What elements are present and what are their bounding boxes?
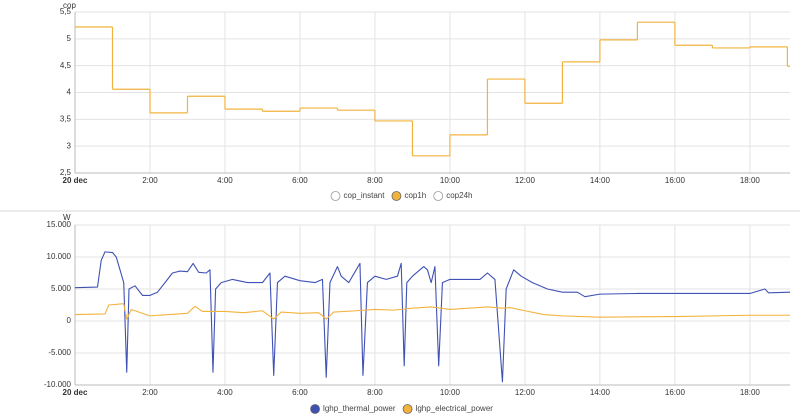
legend-item[interactable]: cop24h bbox=[433, 191, 473, 201]
x-tick-label: 2:00 bbox=[142, 176, 158, 185]
x-tick-label: 10:00 bbox=[440, 176, 461, 185]
legend-marker bbox=[310, 404, 320, 414]
legend-marker bbox=[391, 191, 402, 201]
legend-marker bbox=[433, 191, 444, 201]
y-tick-label: 0 bbox=[67, 316, 72, 325]
y-tick-label: 15.000 bbox=[47, 220, 72, 229]
x-tick-label: 16:00 bbox=[665, 176, 686, 185]
legend: lghp_thermal_power lghp_electrical_power bbox=[310, 404, 494, 414]
legend-label: cop1h bbox=[404, 191, 426, 200]
legend-item[interactable]: lghp_electrical_power bbox=[402, 404, 494, 414]
legend: cop_instant cop1h cop24h bbox=[330, 191, 473, 201]
legend-label: cop24h bbox=[446, 191, 472, 200]
x-tick-label: 8:00 bbox=[367, 388, 383, 397]
x-tick-label: 18:00 bbox=[740, 388, 761, 397]
y-tick-label: 5.000 bbox=[51, 284, 72, 293]
y-tick-label: 2,5 bbox=[60, 168, 72, 177]
y-tick-label: 5,5 bbox=[60, 7, 72, 16]
legend-marker bbox=[330, 191, 341, 201]
series-line bbox=[74, 303, 790, 320]
legend-label: cop_instant bbox=[344, 191, 386, 200]
x-tick-label: 4:00 bbox=[217, 176, 233, 185]
x-tick-label: 12:00 bbox=[515, 176, 536, 185]
y-tick-label: 4 bbox=[67, 88, 72, 97]
y-tick-label: 3 bbox=[67, 141, 72, 150]
y-tick-label: -10.000 bbox=[44, 380, 72, 389]
legend-label: lghp_electrical_power bbox=[416, 404, 494, 413]
y-axis-title: W bbox=[63, 213, 71, 222]
x-tick-label: 14:00 bbox=[590, 388, 611, 397]
x-tick-label: 12:00 bbox=[515, 388, 536, 397]
y-tick-label: 10.000 bbox=[47, 252, 72, 261]
x-tick-label: 10:00 bbox=[440, 388, 461, 397]
x-tick-label: 6:00 bbox=[292, 176, 308, 185]
y-tick-label: 4,5 bbox=[60, 61, 72, 70]
legend-item[interactable]: cop1h bbox=[391, 191, 426, 201]
legend-item[interactable]: cop_instant bbox=[330, 191, 386, 201]
x-tick-label: 14:00 bbox=[590, 176, 611, 185]
x-tick-label: 6:00 bbox=[292, 388, 308, 397]
x-tick-label: 2:00 bbox=[142, 388, 158, 397]
x-tick-label: 18:00 bbox=[740, 176, 761, 185]
y-tick-label: 5 bbox=[67, 34, 72, 43]
x-tick-label: 20 dec bbox=[63, 388, 88, 397]
legend-item[interactable]: lghp_thermal_power bbox=[310, 404, 396, 414]
y-tick-label: -5.000 bbox=[48, 348, 71, 357]
legend-label: lghp_thermal_power bbox=[323, 404, 396, 413]
y-axis-title: cop bbox=[63, 1, 76, 10]
x-tick-label: 8:00 bbox=[367, 176, 383, 185]
legend-marker bbox=[402, 404, 413, 414]
series-line bbox=[74, 251, 791, 383]
x-tick-label: 4:00 bbox=[217, 388, 233, 397]
y-tick-label: 3,5 bbox=[60, 114, 72, 123]
x-tick-label: 20 dec bbox=[63, 176, 88, 185]
x-tick-label: 16:00 bbox=[665, 388, 686, 397]
